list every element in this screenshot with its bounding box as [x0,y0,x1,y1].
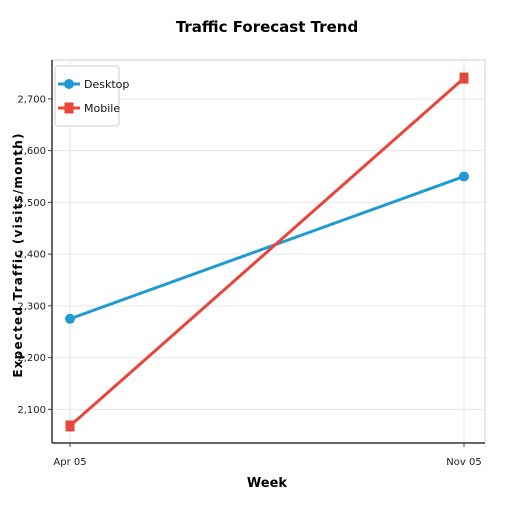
legend: Desktop Mobile [54,65,129,127]
series-line-desktop [68,174,466,321]
series-line-mobile [68,76,466,428]
axes [48,59,486,447]
legend-marker-desktop [64,79,74,89]
data-point-desktop [459,171,469,182]
y-tick-label: 2,300 [17,301,46,312]
x-tick-label: Nov 05 [446,457,481,468]
legend-label-desktop: Desktop [84,78,129,91]
grid [52,60,485,443]
data-point-mobile [65,420,75,432]
chart-title: Traffic Forecast Trend [176,18,358,36]
legend-marker-mobile [64,102,74,114]
plot-series [65,72,469,432]
legend-label-mobile: Mobile [84,102,120,115]
y-tick-label: 2,600 [17,146,46,157]
y-axis-label: Expected Traffic (visits/month) [11,132,25,377]
data-point-mobile [459,72,469,84]
y-tick-label: 2,700 [17,94,46,105]
y-tick-label: 2,100 [17,405,46,416]
y-tick-label: 2,200 [17,353,46,364]
y-tick-label: 2,500 [17,198,46,209]
x-tick-label: Apr 05 [53,457,86,468]
data-point-desktop [65,313,75,324]
legend-box [54,65,120,127]
tick-labels: 2,100 2,200 2,300 2,400 2,500 2,600 2,700 Apr 0… [17,94,481,468]
y-tick-label: 2,400 [17,250,46,261]
x-axis-label: Week [247,476,288,491]
